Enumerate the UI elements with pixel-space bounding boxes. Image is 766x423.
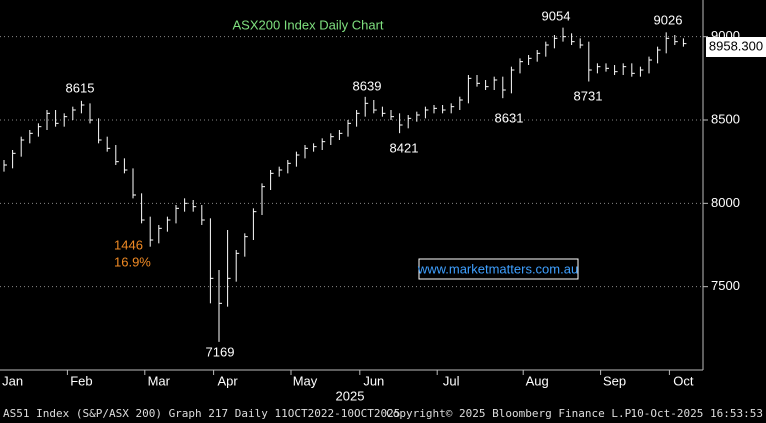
footer: 10-Oct-2025 16:53:53 xyxy=(631,407,763,420)
annotation: 8639 xyxy=(353,78,382,93)
y-tick-label: 8500 xyxy=(711,111,740,126)
y-tick-label: 9000 xyxy=(711,28,740,43)
last-price-box xyxy=(706,37,766,57)
y-tick-label: 7500 xyxy=(711,278,740,293)
x-tick-label: Feb xyxy=(70,373,92,388)
watermark-box xyxy=(418,258,579,280)
x-tick-label: Aug xyxy=(526,373,549,388)
x-axis-label: 2025 xyxy=(336,388,365,403)
watermark: www.marketmatters.com.au xyxy=(417,261,578,276)
annotation: 9026 xyxy=(654,12,683,27)
x-tick-label: Jun xyxy=(363,373,384,388)
x-tick-label: Oct xyxy=(673,373,694,388)
last-price: 8958.300 xyxy=(709,38,763,53)
annotation: 8731 xyxy=(574,88,603,103)
annotation: 16.9% xyxy=(114,254,151,269)
chart-title: ASX200 Index Daily Chart xyxy=(232,17,383,32)
annotation: 8615 xyxy=(66,80,95,95)
x-tick-label: Jul xyxy=(443,373,460,388)
footer: Copyright© 2025 Bloomberg Finance L.P. xyxy=(386,407,638,420)
footer: AS51 Index (S&P/ASX 200) Graph 217 Daily… xyxy=(3,407,400,420)
x-tick-label: Apr xyxy=(217,373,238,388)
annotation: 1446 xyxy=(114,237,143,252)
x-tick-label: Jan xyxy=(2,373,23,388)
annotation: 7169 xyxy=(206,344,235,359)
annotation: 8421 xyxy=(390,140,419,155)
x-tick-label: Sep xyxy=(603,373,626,388)
annotation: 8631 xyxy=(495,110,524,125)
x-tick-label: Mar xyxy=(148,373,171,388)
x-tick-label: May xyxy=(293,373,318,388)
y-tick-label: 8000 xyxy=(711,195,740,210)
annotation: 9054 xyxy=(542,8,571,23)
